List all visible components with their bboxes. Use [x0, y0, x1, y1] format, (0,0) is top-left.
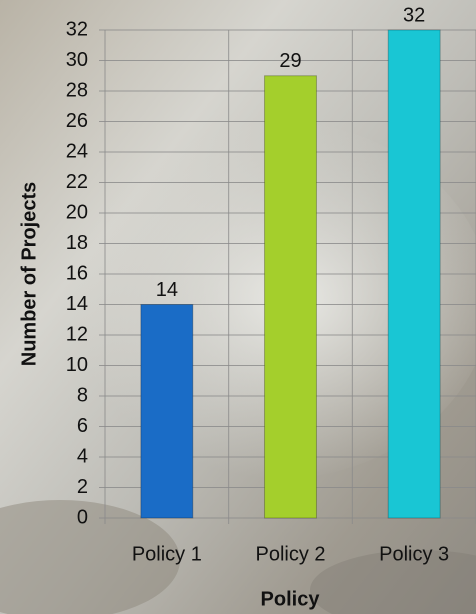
data-label: 32 — [403, 4, 425, 26]
y-tick-label: 18 — [66, 232, 88, 254]
y-tick-label: 10 — [66, 354, 88, 376]
y-tick-label: 16 — [66, 262, 88, 284]
y-tick-label: 28 — [66, 79, 88, 101]
y-tick-label: 4 — [77, 445, 88, 467]
y-axis-title: Number of Projects — [18, 182, 40, 366]
x-tick-label: Policy 2 — [255, 543, 325, 565]
x-tick-label: Policy 1 — [132, 543, 202, 565]
y-tick-label: 0 — [77, 506, 88, 528]
y-tick-label: 20 — [66, 201, 88, 223]
bar — [387, 29, 441, 519]
y-tick-label: 24 — [66, 140, 88, 162]
background-rock — [310, 550, 476, 614]
data-label: 14 — [156, 279, 178, 301]
background-rock — [0, 500, 180, 614]
y-tick-label: 30 — [66, 49, 88, 71]
y-tick-label: 8 — [77, 384, 88, 406]
y-tick-label: 26 — [66, 110, 88, 132]
x-axis-title: Policy — [261, 588, 321, 610]
data-label: 29 — [279, 50, 301, 72]
x-tick-label: Policy 3 — [379, 543, 449, 565]
bar — [264, 75, 317, 519]
y-tick-label: 22 — [66, 171, 88, 193]
y-tick-label: 14 — [66, 293, 88, 315]
y-tick-label: 12 — [66, 323, 88, 345]
y-tick-label: 32 — [66, 18, 88, 40]
y-tick-label: 6 — [77, 415, 88, 437]
bar — [140, 304, 194, 519]
y-tick-label: 2 — [77, 476, 88, 498]
